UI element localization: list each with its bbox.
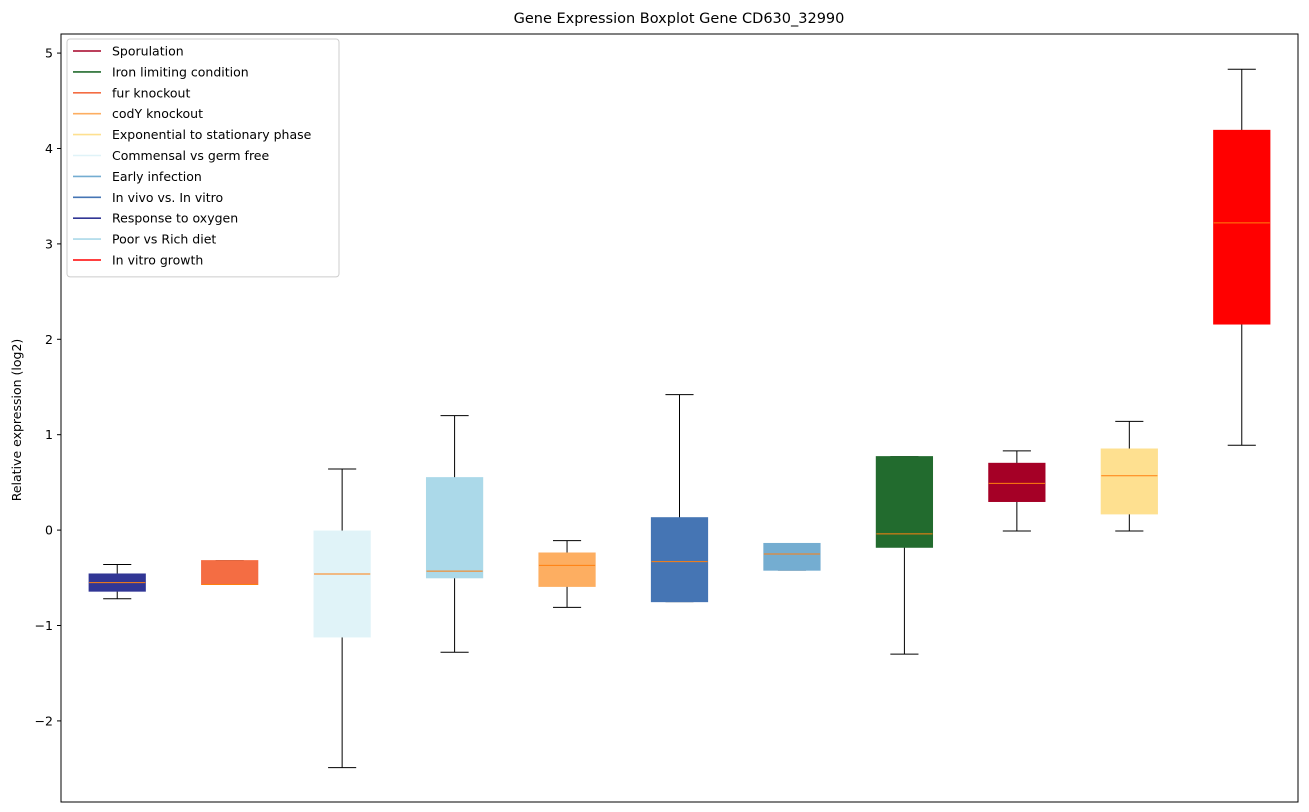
y-axis-label: Relative expression (log2): [9, 339, 24, 502]
y-tick-label: 1: [45, 427, 53, 442]
legend-label: In vivo vs. In vitro: [112, 190, 223, 205]
legend-item: Early infection: [73, 169, 202, 184]
legend-label: Sporulation: [112, 44, 184, 59]
box-body: [1213, 129, 1271, 325]
legend: Sporulation Iron limiting condition fur kn…: [66, 38, 340, 278]
legend-item: Exponential to stationary phase: [73, 127, 312, 142]
legend-item: fur knockout: [73, 85, 190, 100]
box-body: [538, 552, 596, 587]
box-9: [1100, 420, 1158, 532]
y-tick-label: −1: [35, 618, 53, 633]
box-5: [650, 394, 709, 603]
box-body: [988, 462, 1046, 502]
y-tick-label: 4: [45, 141, 53, 156]
boxes-layer: [88, 68, 1271, 769]
legend-label: Exponential to stationary phase: [112, 127, 312, 142]
box-body: [425, 477, 484, 579]
legend-item: Sporulation: [73, 44, 184, 59]
legend-label: fur knockout: [112, 85, 190, 100]
y-tick-label: 0: [45, 523, 53, 538]
box-2: [313, 468, 371, 769]
y-tick-label: 3: [45, 236, 53, 251]
box-8: [988, 450, 1046, 532]
box-10: [1213, 68, 1271, 446]
box-body: [763, 542, 821, 571]
legend-item: Response to oxygen: [73, 211, 238, 226]
plot-frame: [60, 33, 1299, 803]
box-6: [763, 542, 821, 571]
chart-title: Gene Expression Boxplot Gene CD630_32990: [514, 11, 845, 27]
legend-label: codY knockout: [112, 106, 203, 121]
box-body: [875, 456, 934, 548]
box-0: [88, 563, 146, 600]
y-tick-label: 2: [45, 332, 53, 347]
legend-label: Early infection: [112, 169, 202, 184]
box-body: [313, 530, 371, 638]
y-tick-label: 5: [45, 46, 53, 61]
box-7: [875, 456, 934, 655]
legend-frame: [66, 38, 340, 278]
box-3: [425, 415, 484, 653]
legend-item: codY knockout: [73, 106, 203, 121]
legend-label: Poor vs Rich diet: [112, 232, 216, 247]
legend-label: In vitro growth: [112, 253, 203, 268]
legend-label: Response to oxygen: [112, 211, 238, 226]
y-axis: −2 −1 0 1 2 3 4 5: [35, 46, 61, 728]
box-1: [201, 560, 259, 585]
box-4: [538, 540, 596, 608]
legend-label: Commensal vs germ free: [112, 148, 269, 163]
legend-item: In vivo vs. In vitro: [73, 190, 223, 205]
legend-item: Iron limiting condition: [73, 64, 249, 79]
box-body: [1100, 448, 1158, 515]
legend-item: Poor vs Rich diet: [73, 232, 216, 247]
box-body: [650, 517, 709, 603]
legend-item: Commensal vs germ free: [73, 148, 269, 163]
y-tick-label: −2: [35, 713, 53, 728]
legend-item: In vitro growth: [73, 253, 203, 268]
box-body: [201, 560, 259, 585]
legend-label: Iron limiting condition: [112, 64, 249, 79]
